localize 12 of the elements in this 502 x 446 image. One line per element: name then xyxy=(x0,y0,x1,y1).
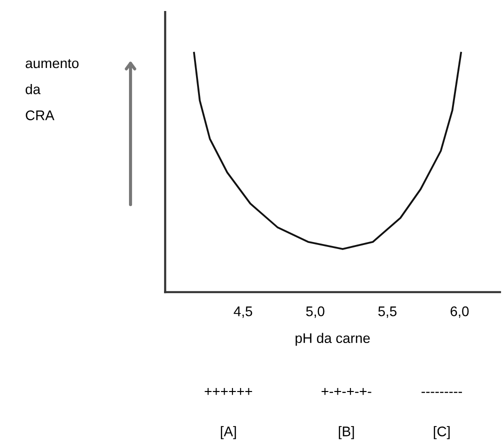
x-tick-label: 5,5 xyxy=(378,306,396,318)
x-tick-label: 5,0 xyxy=(306,306,324,318)
text: ++++++ xyxy=(204,388,252,395)
text: [C] xyxy=(434,426,450,440)
text: [B] xyxy=(338,426,354,440)
text: aumento da CRA xyxy=(26,59,79,120)
x-tick-label: 6,0 xyxy=(450,306,469,318)
text: +-+-+-+- xyxy=(322,388,372,395)
text: --------- xyxy=(422,392,462,393)
x-axis-title: pH da carne xyxy=(296,332,370,346)
text: [A] xyxy=(220,426,236,440)
x-tick-label: 4,5 xyxy=(234,306,252,318)
